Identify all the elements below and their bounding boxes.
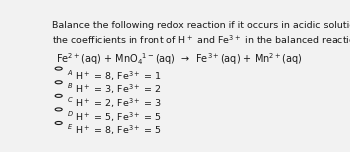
Text: Balance the following redox reaction if it occurs in acidic solution.  What are: Balance the following redox reaction if …	[52, 21, 350, 30]
Text: H$^+$ = 8, Fe$^{3+}$ = 1: H$^+$ = 8, Fe$^{3+}$ = 1	[75, 69, 162, 83]
Text: $^{E}$: $^{E}$	[67, 124, 73, 133]
Text: H$^+$ = 2, Fe$^{3+}$ = 3: H$^+$ = 2, Fe$^{3+}$ = 3	[75, 96, 162, 110]
Text: $^{C}$: $^{C}$	[67, 96, 73, 105]
Text: Fe$^{2+}$(aq) + MnO$_4$$^{1-}$(aq)  →  Fe$^{3+}$(aq) + Mn$^{2+}$(aq): Fe$^{2+}$(aq) + MnO$_4$$^{1-}$(aq) → Fe$…	[56, 52, 303, 67]
Text: H$^+$ = 3, Fe$^{3+}$ = 2: H$^+$ = 3, Fe$^{3+}$ = 2	[75, 83, 162, 97]
Text: $^{A}$: $^{A}$	[67, 69, 73, 78]
Text: $^{D}$: $^{D}$	[67, 110, 74, 119]
Text: the coefficients in front of H$^+$ and Fe$^{3+}$ in the balanced reaction?: the coefficients in front of H$^+$ and F…	[52, 33, 350, 46]
Text: H$^+$ = 8, Fe$^{3+}$ = 5: H$^+$ = 8, Fe$^{3+}$ = 5	[75, 124, 162, 137]
Text: H$^+$ = 5, Fe$^{3+}$ = 5: H$^+$ = 5, Fe$^{3+}$ = 5	[75, 110, 162, 124]
Text: $^{B}$: $^{B}$	[67, 83, 73, 92]
